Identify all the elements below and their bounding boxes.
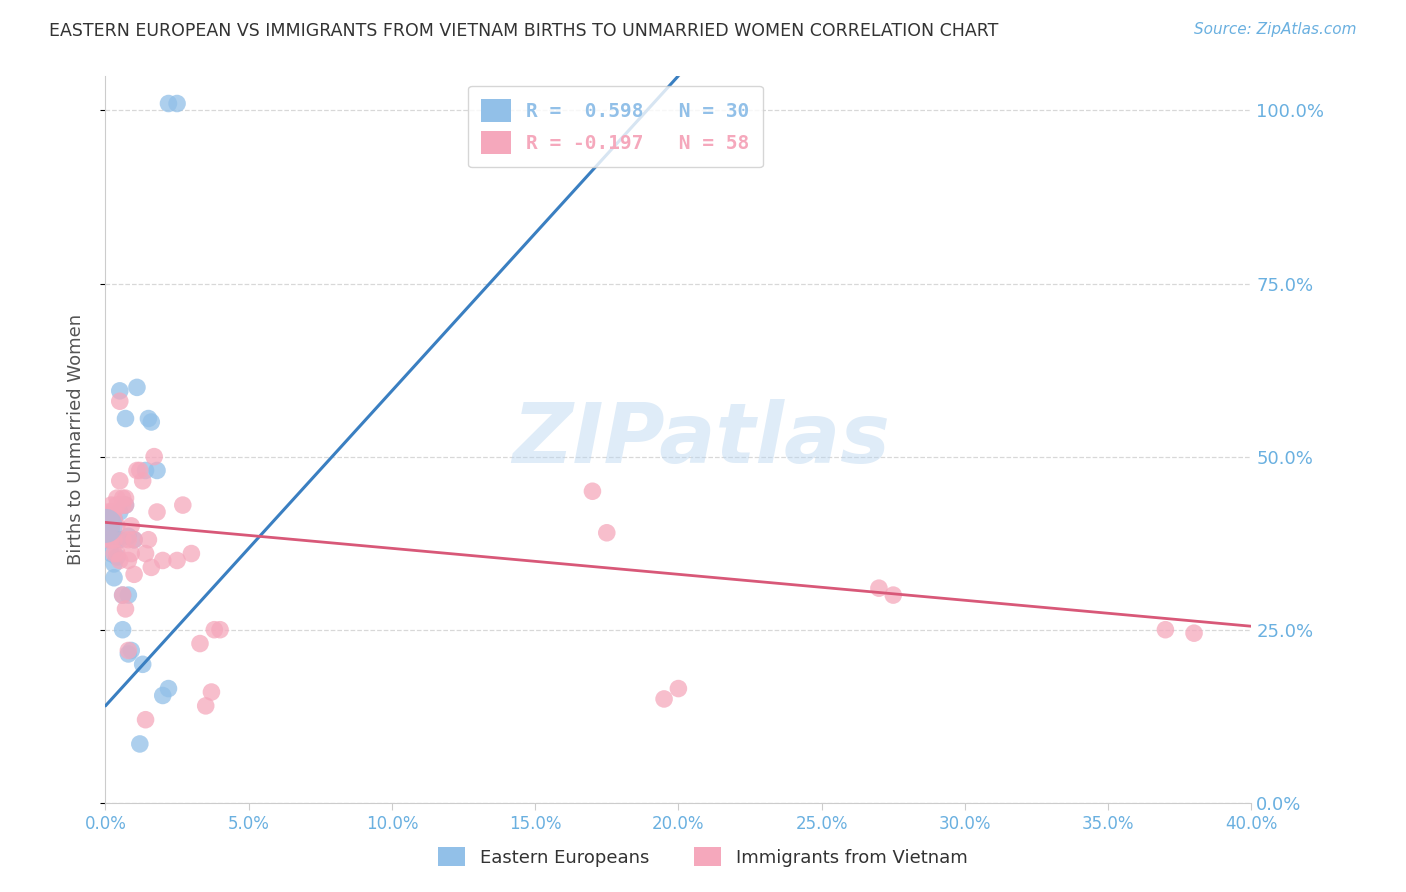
Point [120,519,142,533]
Point [652,692,675,706]
Point [108,474,131,488]
Point [166,96,188,111]
Point [114,411,136,425]
Legend: R =  0.598   N = 30, R = -0.197   N = 58: R = 0.598 N = 30, R = -0.197 N = 58 [468,86,763,168]
Point [100,533,122,547]
Point [100,522,122,536]
Point [202,623,225,637]
Point [114,491,136,505]
Point [146,463,169,477]
Text: Source: ZipAtlas.com: Source: ZipAtlas.com [1194,22,1357,37]
Point [194,698,217,713]
Point [138,411,160,425]
Point [131,474,153,488]
Point [172,498,194,512]
Point [108,533,131,547]
Point [152,689,174,703]
Point [111,623,134,637]
Point [105,533,128,547]
Point [108,553,131,567]
Point [200,685,222,699]
Point [105,519,128,533]
Point [581,484,603,499]
Point [138,533,160,547]
Point [117,529,139,543]
Point [105,491,128,505]
Point [146,505,169,519]
Point [128,737,150,751]
Point [103,512,125,526]
Point [882,588,904,602]
Point [103,505,125,519]
Point [596,525,619,540]
Point [128,463,150,477]
Point [111,498,134,512]
Point [103,557,125,571]
Point [103,512,125,526]
Point [111,533,134,547]
Point [111,588,134,602]
Point [120,643,142,657]
Point [100,498,122,512]
Point [111,491,134,505]
Point [125,463,148,477]
Point [141,415,163,429]
Point [131,657,153,672]
Point [111,588,134,602]
Point [108,394,131,409]
Point [117,643,139,657]
Point [135,547,157,561]
Point [100,547,122,561]
Point [152,553,174,567]
Point [143,450,166,464]
Point [135,463,157,477]
Point [105,498,128,512]
Point [1182,626,1205,640]
Point [125,380,148,394]
Point [97,505,120,519]
Point [97,533,120,547]
Point [103,533,125,547]
Point [157,96,180,111]
Point [105,549,128,564]
Legend: Eastern Europeans, Immigrants from Vietnam: Eastern Europeans, Immigrants from Vietn… [432,840,974,874]
Point [166,553,188,567]
Point [120,547,142,561]
Point [117,553,139,567]
Point [100,505,122,519]
Point [157,681,180,696]
Point [100,519,122,533]
Point [188,636,211,650]
Point [114,602,136,616]
Text: ZIPatlas: ZIPatlas [512,399,890,480]
Point [666,681,689,696]
Point [208,623,231,637]
Point [108,384,131,398]
Point [117,533,139,547]
Y-axis label: Births to Unmarried Women: Births to Unmarried Women [66,314,84,565]
Point [122,567,145,582]
Point [94,519,117,533]
Point [114,498,136,512]
Point [122,533,145,547]
Point [117,588,139,602]
Point [105,547,128,561]
Point [135,713,157,727]
Point [868,581,890,595]
Point [180,547,202,561]
Point [97,508,120,523]
Point [108,505,131,519]
Point [114,498,136,512]
Point [97,519,120,533]
Point [117,647,139,661]
Point [103,571,125,585]
Point [141,560,163,574]
Point [122,533,145,547]
Point [97,533,120,547]
Point [1154,623,1177,637]
Text: EASTERN EUROPEAN VS IMMIGRANTS FROM VIETNAM BIRTHS TO UNMARRIED WOMEN CORRELATIO: EASTERN EUROPEAN VS IMMIGRANTS FROM VIET… [49,22,998,40]
Point [103,547,125,561]
